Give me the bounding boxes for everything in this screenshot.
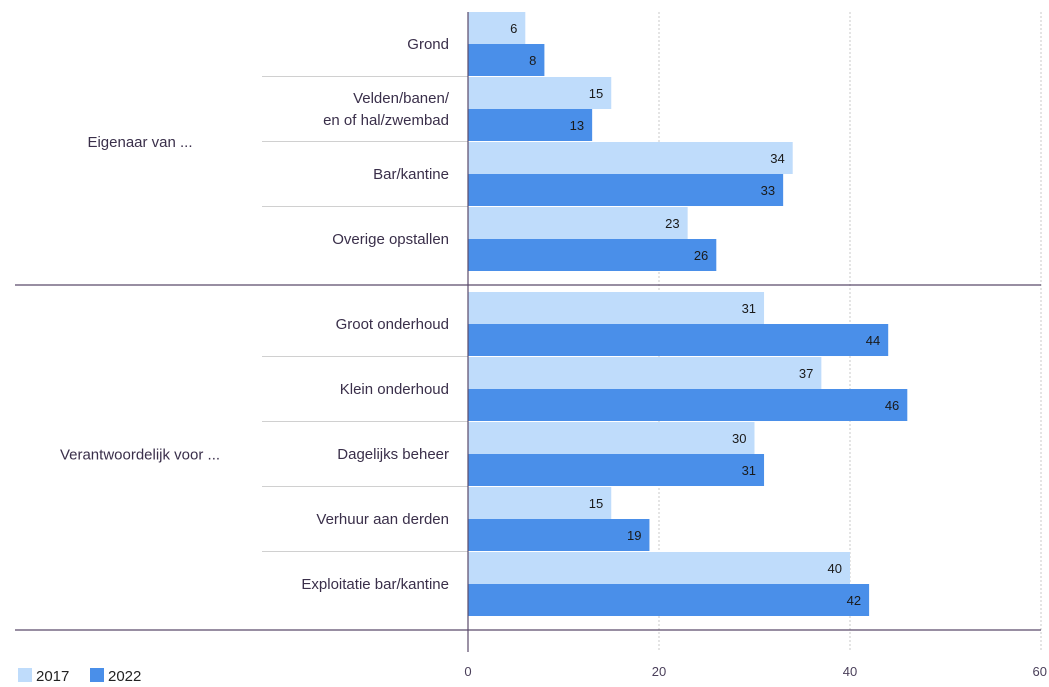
value-label: 33 xyxy=(761,183,775,198)
bar-2022 xyxy=(468,389,908,421)
bar-2017 xyxy=(468,552,850,584)
labels-layer: 6 8 Grond 15 13 Velden/banen/en of hal/zwemba… xyxy=(60,21,899,608)
axis-layer: 0 20 40 60 xyxy=(15,12,1047,679)
bar-2022 xyxy=(468,519,650,551)
x-tick-label: 60 xyxy=(1033,664,1047,679)
bar-2017 xyxy=(468,292,765,324)
x-tick-label: 20 xyxy=(652,664,666,679)
bar-2017 xyxy=(468,487,612,519)
value-label: 34 xyxy=(770,151,784,166)
bar-2017 xyxy=(468,422,755,454)
group-label: Verantwoordelijk voor ... xyxy=(60,447,220,464)
category-label: Overige opstallen xyxy=(332,231,449,248)
value-label: 40 xyxy=(828,561,842,576)
x-tick-label: 40 xyxy=(843,664,857,679)
value-label: 15 xyxy=(589,86,603,101)
bar-2022 xyxy=(468,324,889,356)
bar-2017 xyxy=(468,207,688,239)
category-label: Klein onderhoud xyxy=(340,381,449,398)
value-label: 6 xyxy=(510,21,517,36)
legend-swatch xyxy=(90,668,104,682)
x-tick-label: 0 xyxy=(464,664,471,679)
value-label: 19 xyxy=(627,528,641,543)
category-label: Bar/kantine xyxy=(373,166,449,183)
value-label: 30 xyxy=(732,431,746,446)
category-label: en of hal/zwembad xyxy=(323,112,449,129)
legend-label: 2017 xyxy=(36,668,69,685)
value-label: 13 xyxy=(570,118,584,133)
category-label: Grond xyxy=(407,36,449,53)
value-label: 31 xyxy=(742,301,756,316)
category-label: Verhuur aan derden xyxy=(316,511,449,528)
bar-2022 xyxy=(468,44,545,76)
legend: 2017 2022 xyxy=(18,668,141,685)
bar-2022 xyxy=(468,109,593,141)
value-label: 23 xyxy=(665,216,679,231)
value-label: 37 xyxy=(799,366,813,381)
value-label: 8 xyxy=(529,53,536,68)
category-label: Dagelijks beheer xyxy=(337,446,449,463)
value-label: 15 xyxy=(589,496,603,511)
bar-2017 xyxy=(468,142,793,174)
group-label: Eigenaar van ... xyxy=(87,134,192,151)
legend-swatch xyxy=(18,668,32,682)
value-label: 42 xyxy=(847,593,861,608)
value-label: 31 xyxy=(742,463,756,478)
category-label: Velden/banen/ xyxy=(353,90,450,107)
category-label: Exploitatie bar/kantine xyxy=(301,576,449,593)
bars-layer xyxy=(468,12,908,616)
value-label: 46 xyxy=(885,398,899,413)
value-label: 26 xyxy=(694,248,708,263)
legend-label: 2022 xyxy=(108,668,141,685)
bar-2017 xyxy=(468,12,526,44)
bar-2022 xyxy=(468,174,784,206)
value-label: 44 xyxy=(866,333,880,348)
bar-2017 xyxy=(468,357,822,389)
bar-2017 xyxy=(468,77,612,109)
bar-2022 xyxy=(468,454,765,486)
category-label: Groot onderhoud xyxy=(336,316,449,333)
bar-2022 xyxy=(468,584,870,616)
bar-2022 xyxy=(468,239,717,271)
